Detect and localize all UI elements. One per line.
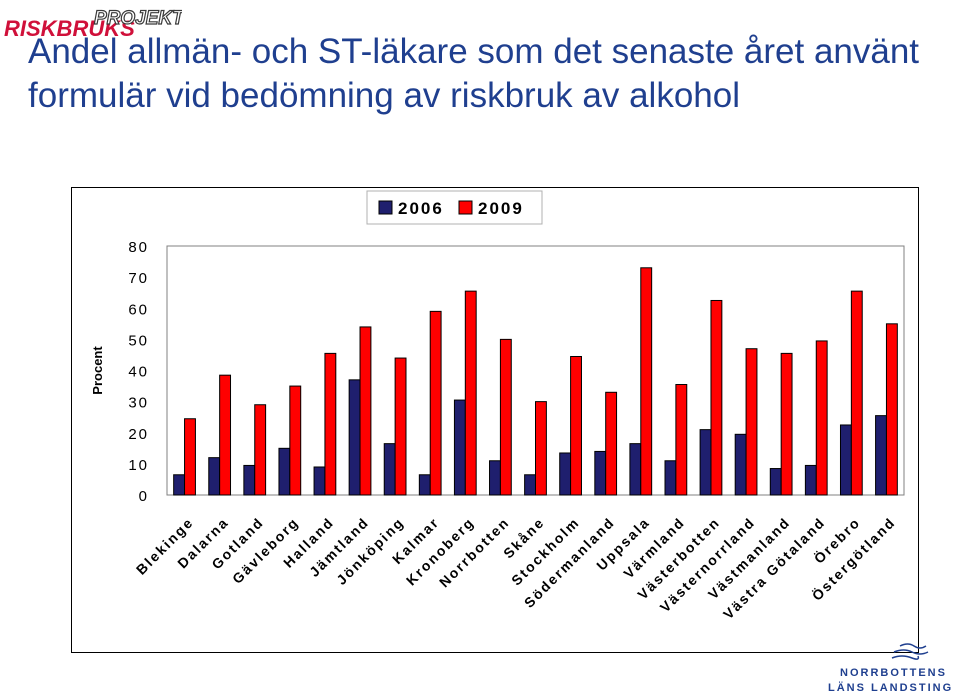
bar-2009-Östergötland (885, 323, 898, 496)
bar-2009-Örebro (850, 290, 863, 496)
bar-2006-Skåne (524, 474, 537, 496)
page-title: Andel allmän- och ST-läkare som det sena… (28, 30, 948, 118)
bar-2009-Uppsala (640, 267, 653, 496)
y-tick-label: 80 (128, 239, 149, 256)
y-tick-label: 70 (128, 270, 149, 287)
y-tick-label: 0 (139, 488, 149, 505)
y-tick-label: 40 (128, 364, 149, 381)
title-line-2: formulär vid bedömning av riskbruk av al… (28, 76, 740, 115)
y-tick-label: 30 (128, 395, 149, 412)
bar-2009-Västerbotten (710, 299, 723, 496)
bar-2009-Gävleborg (289, 385, 302, 496)
bar-2009-Kalmar (429, 310, 442, 496)
logo-text-riskbruks: RISKBRUKS (4, 16, 135, 41)
bar-2009-Jönköping (394, 357, 407, 496)
bar-2009-Västmanland (780, 352, 793, 496)
bar-2006-Stockholm (559, 452, 572, 496)
bar-2009-Norrbotten (499, 338, 512, 496)
y-tick-label: 10 (128, 457, 149, 474)
title-line-1: Andel allmän- och ST-läkare som det sena… (28, 32, 920, 71)
bar-2006-Halland (313, 466, 326, 496)
bar-2006-Uppsala (629, 443, 642, 496)
bar-2009-Västra Götaland (815, 340, 828, 496)
bar-2006-Jämtland (348, 379, 361, 496)
legend-label-2009: 2009 (478, 199, 524, 218)
bar-2009-Jämtland (359, 326, 372, 496)
bar-2006-Västra Götaland (804, 464, 817, 496)
legend-label-2006: 2006 (398, 199, 444, 218)
bar-2009-Värmland (675, 384, 688, 496)
y-tick-label: 50 (128, 332, 149, 349)
bar-2006-Örebro (839, 424, 852, 496)
riskbruks-projektet-logo: RISKBRUKS PROJEKTET (4, 7, 182, 41)
bar-2009-Skåne (535, 401, 547, 496)
y-tick-label: 60 (128, 301, 149, 318)
bar-chart: 01020304050607080ProcentBlekingeDalarnaG… (90, 190, 905, 622)
bar-2006-Gävleborg (278, 447, 291, 496)
legend-swatch-2006 (378, 200, 393, 215)
wave-emblem-icon (891, 643, 929, 660)
bar-2009-Blekinge (184, 418, 196, 496)
logo-text-norrbottens: NORRBOTTENS (840, 667, 947, 679)
bar-2009-Dalarna (219, 374, 232, 496)
norrbottens-lans-landsting-logo: NORRBOTTENS LÄNS LANDSTING (828, 643, 953, 693)
legend-swatch-2009 (458, 200, 473, 215)
bar-2006-Västmanland (769, 468, 782, 496)
bar-2009-Kronoberg (464, 290, 477, 496)
bar-2006-Östergötland (875, 415, 887, 496)
bar-2009-Halland (324, 352, 337, 496)
bar-2009-Stockholm (570, 355, 582, 496)
bar-2009-Gotland (254, 404, 267, 496)
bar-2006-Gotland (243, 464, 256, 496)
bar-2006-Kronoberg (453, 399, 466, 496)
bar-2006-Västerbotten (699, 429, 712, 496)
legend (366, 190, 543, 225)
logo-text-lans-landsting: LÄNS LANDSTING (828, 681, 953, 693)
bar-2009-Västernorrland (745, 348, 758, 496)
bar-2006-Jönköping (383, 443, 396, 496)
bar-2006-Södermanland (594, 450, 607, 496)
y-tick-label: 20 (128, 426, 149, 443)
bar-2006-Norrbotten (489, 460, 501, 496)
bar-2009-Södermanland (605, 391, 618, 496)
bar-2006-Dalarna (208, 457, 221, 496)
y-axis-label: Procent (90, 346, 105, 395)
bar-2006-Värmland (664, 460, 677, 496)
bar-2006-Blekinge (173, 474, 186, 496)
bar-2006-Västernorrland (734, 433, 747, 496)
bar-2006-Kalmar (418, 474, 431, 496)
logo-text-projektet: PROJEKTET (94, 8, 182, 29)
